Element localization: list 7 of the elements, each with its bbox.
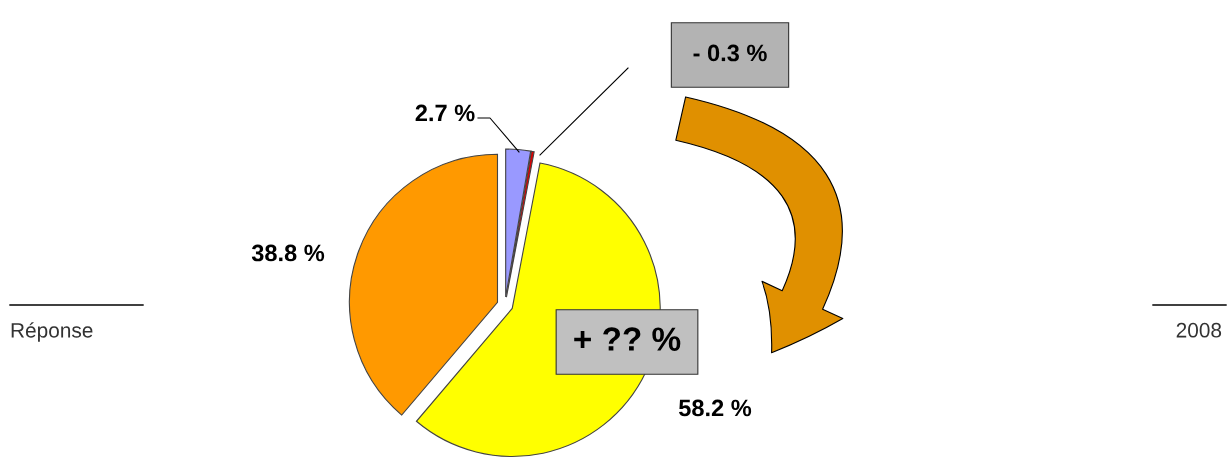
data-label: 58.2 % — [678, 399, 752, 417]
text: Réponse — [11, 322, 93, 342]
text: + ?? % — [574, 327, 681, 351]
data-label: 2.7 % — [415, 104, 475, 122]
text: 2008 — [1176, 322, 1222, 338]
text: - 0.3 % — [693, 44, 767, 62]
data-label: 38.8 % — [251, 244, 325, 262]
